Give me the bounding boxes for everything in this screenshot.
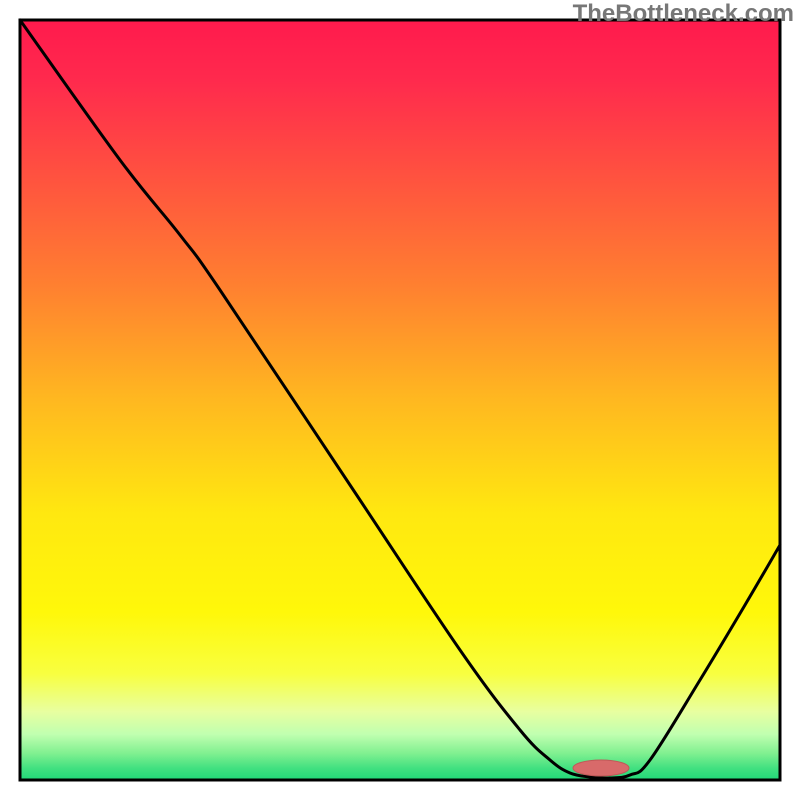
chart-svg — [0, 0, 800, 800]
bottleneck-chart: TheBottleneck.com — [0, 0, 800, 800]
plot-background — [20, 20, 780, 780]
optimal-marker — [573, 760, 629, 776]
watermark-text: TheBottleneck.com — [573, 0, 794, 28]
